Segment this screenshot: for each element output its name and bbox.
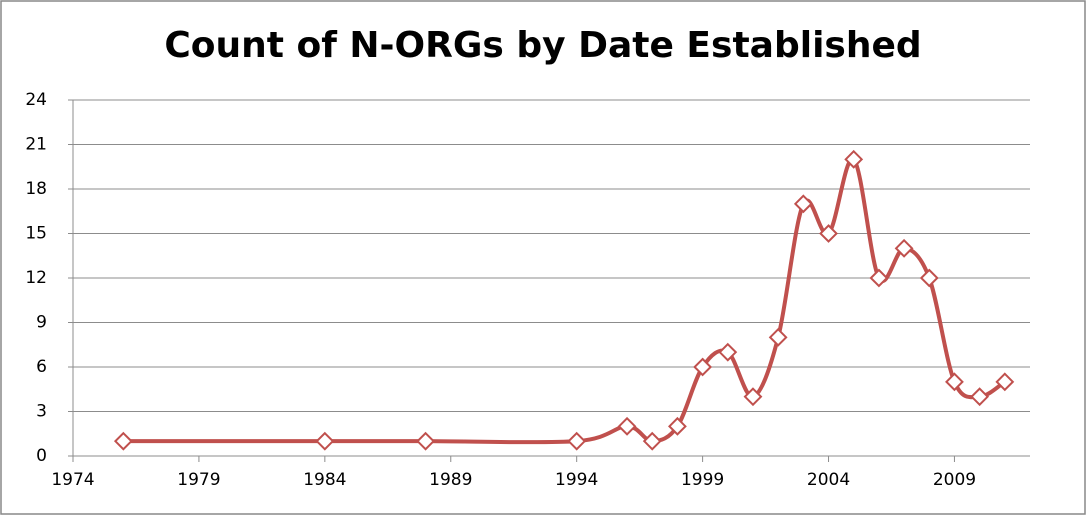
line [123, 157, 1006, 445]
marker [617, 416, 637, 436]
marker [718, 342, 738, 362]
y-tick-label: 3 [36, 402, 47, 422]
y-tick-label: 12 [25, 268, 47, 288]
marker [869, 268, 889, 288]
marker [113, 431, 133, 451]
marker [642, 431, 662, 451]
marker [945, 372, 964, 392]
marker [743, 387, 763, 407]
marker [844, 149, 864, 169]
y-tick-label: 24 [25, 90, 47, 110]
marker [567, 431, 587, 451]
marker [819, 224, 838, 243]
x-tick-label: 2004 [807, 470, 850, 490]
x-tick-label: 1999 [681, 470, 724, 490]
marker [894, 238, 914, 258]
marker [793, 194, 813, 214]
y-tick-label: 6 [36, 357, 47, 377]
marker [668, 416, 687, 436]
marker [693, 357, 713, 377]
marker [970, 387, 990, 407]
x-tick-label: 1979 [177, 470, 220, 490]
y-tick-label: 21 [25, 135, 47, 155]
marker [995, 372, 1015, 392]
x-tick-label: 1984 [303, 470, 346, 490]
x-tick-label: 2009 [933, 470, 976, 490]
y-tick-label: 9 [36, 313, 47, 333]
marker [768, 327, 788, 347]
marker [315, 431, 335, 451]
chart-title: Count of N-ORGs by Date Established [164, 25, 921, 66]
y-tick-label: 0 [36, 446, 47, 466]
y-tick-label: 18 [25, 179, 47, 199]
marker [416, 431, 435, 451]
y-tick-label: 15 [25, 224, 47, 244]
marker [919, 268, 939, 288]
x-tick-label: 1974 [51, 470, 94, 490]
x-tick-label: 1989 [429, 470, 472, 490]
x-tick-label: 1994 [555, 470, 598, 490]
